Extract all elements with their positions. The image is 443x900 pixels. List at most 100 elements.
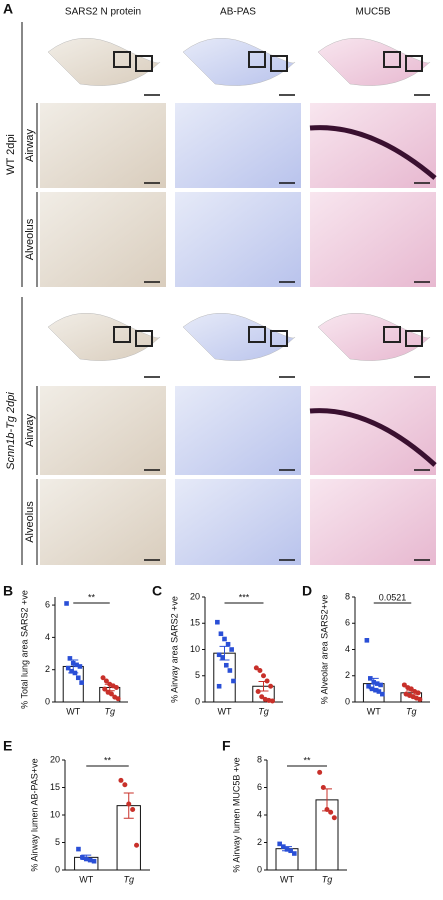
data-point xyxy=(134,842,140,848)
column-header: AB-PAS xyxy=(220,7,256,18)
micrograph xyxy=(175,479,301,565)
micrograph xyxy=(175,386,301,475)
data-point xyxy=(216,652,222,658)
data-point xyxy=(408,686,414,692)
significance-label: ** xyxy=(104,755,112,765)
lung-section xyxy=(47,37,161,86)
row-label: Alveolus xyxy=(24,218,36,260)
micrograph xyxy=(310,192,436,287)
data-point xyxy=(67,656,73,661)
roi-box xyxy=(270,55,288,72)
micrograph xyxy=(40,386,166,475)
x-tick-label: WT xyxy=(79,874,93,884)
data-point xyxy=(317,769,323,775)
y-tick-label: 4 xyxy=(45,632,50,642)
x-tick-label: WT xyxy=(280,874,294,884)
data-point xyxy=(76,846,81,852)
data-point xyxy=(255,689,261,694)
data-point xyxy=(261,673,266,679)
y-tick-label: 2 xyxy=(345,670,350,680)
y-tick-label: 0 xyxy=(195,696,200,706)
y-tick-label: 5 xyxy=(55,837,60,847)
data-point xyxy=(215,619,220,625)
y-tick-label: 0 xyxy=(55,864,60,874)
micrograph xyxy=(310,386,436,475)
data-point xyxy=(268,683,274,689)
micrograph xyxy=(40,192,166,287)
significance-label: *** xyxy=(239,592,250,602)
data-point xyxy=(415,690,421,696)
y-tick-label: 10 xyxy=(190,644,200,654)
data-point xyxy=(64,601,69,606)
data-point xyxy=(102,686,108,692)
data-point xyxy=(108,691,114,697)
data-point xyxy=(368,676,373,681)
column-header: SARS2 N protein xyxy=(65,7,141,18)
lung-section xyxy=(182,37,296,86)
micrograph xyxy=(175,103,301,188)
data-point xyxy=(75,675,81,681)
panel-letter: D xyxy=(302,583,312,599)
y-tick-label: 10 xyxy=(50,809,60,819)
y-tick-label: 2 xyxy=(257,837,262,847)
micrograph xyxy=(40,479,166,565)
data-point xyxy=(371,680,377,685)
y-tick-label: 4 xyxy=(257,809,262,819)
roi-box xyxy=(405,55,423,72)
group-label: Scnn1b-Tg 2dpi xyxy=(5,392,17,470)
panel-letter: E xyxy=(3,738,12,754)
data-point xyxy=(80,855,85,860)
row-label: Airway xyxy=(24,129,36,163)
roi-box xyxy=(405,330,423,347)
y-tick-label: 4 xyxy=(345,644,350,654)
data-point xyxy=(380,691,385,697)
y-tick-label: 6 xyxy=(45,599,50,609)
roi-box xyxy=(113,326,131,343)
y-tick-label: 20 xyxy=(190,591,200,601)
y-tick-label: 6 xyxy=(257,782,262,792)
y-tick-label: 15 xyxy=(50,782,60,792)
roi-box xyxy=(383,326,401,343)
x-tick-label: Tg xyxy=(406,706,417,716)
data-point xyxy=(320,785,326,790)
data-point xyxy=(284,847,290,852)
data-point xyxy=(72,670,78,676)
data-point xyxy=(69,669,74,674)
y-tick-label: 2 xyxy=(45,664,50,674)
lung-section xyxy=(47,312,161,361)
data-point xyxy=(231,678,236,684)
micrograph xyxy=(310,103,436,188)
data-point xyxy=(103,678,109,684)
row-label: Airway xyxy=(24,414,36,448)
y-axis-label: % Alveolar area SARS2+ve xyxy=(319,595,329,705)
roi-box xyxy=(113,51,131,68)
data-point xyxy=(378,682,383,688)
data-point xyxy=(222,636,227,642)
data-point xyxy=(277,841,282,847)
data-point xyxy=(373,687,378,693)
data-point xyxy=(216,683,222,689)
data-point xyxy=(376,689,382,694)
data-point xyxy=(79,680,84,685)
data-point xyxy=(100,675,106,681)
lung-section xyxy=(317,312,431,361)
data-point xyxy=(401,682,407,688)
data-point xyxy=(91,858,97,864)
y-tick-label: 8 xyxy=(345,591,350,601)
group-label: WT 2dpi xyxy=(5,134,17,175)
data-point xyxy=(292,851,297,856)
data-point xyxy=(288,848,293,854)
data-point xyxy=(264,678,270,684)
data-point xyxy=(331,815,337,821)
y-axis-label: % Airway area SARS2 +ve xyxy=(169,596,179,703)
x-tick-label: WT xyxy=(218,706,232,716)
data-point xyxy=(366,683,371,689)
data-point xyxy=(126,801,132,807)
micrograph xyxy=(310,479,436,565)
significance-label: 0.0521 xyxy=(379,592,407,602)
significance-label: ** xyxy=(88,592,96,602)
data-point xyxy=(374,681,380,686)
data-point xyxy=(83,856,89,862)
roi-box xyxy=(248,51,266,68)
data-point xyxy=(122,782,128,788)
